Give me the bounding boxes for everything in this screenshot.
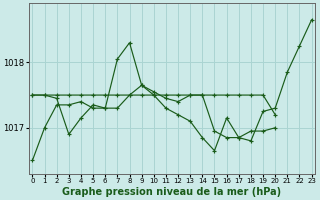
X-axis label: Graphe pression niveau de la mer (hPa): Graphe pression niveau de la mer (hPa) xyxy=(62,187,282,197)
